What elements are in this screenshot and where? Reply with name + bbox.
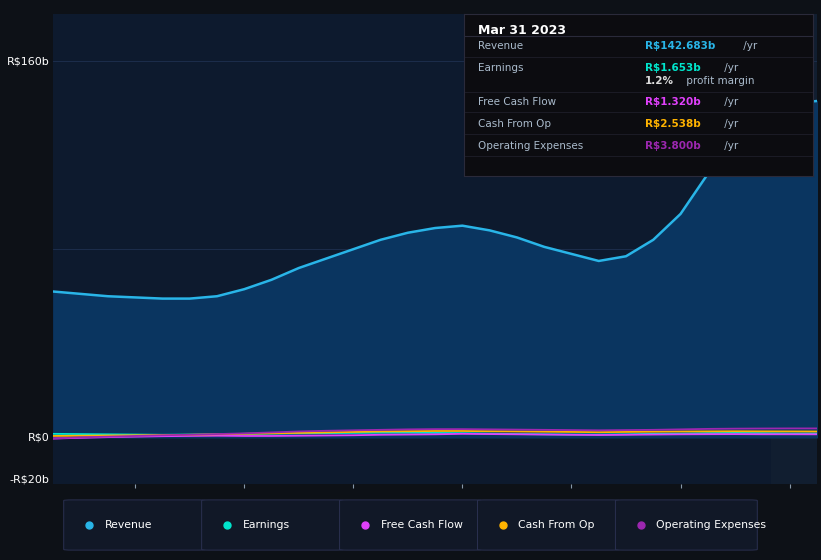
Bar [771, 14, 817, 484]
Text: /yr: /yr [740, 41, 757, 52]
Text: Cash From Op: Cash From Op [519, 520, 595, 530]
FancyBboxPatch shape [202, 500, 343, 550]
Text: Earnings: Earnings [243, 520, 290, 530]
Text: R$1.653b: R$1.653b [645, 63, 701, 73]
Text: Free Cash Flow: Free Cash Flow [478, 97, 556, 107]
FancyBboxPatch shape [478, 500, 619, 550]
Text: Free Cash Flow: Free Cash Flow [381, 520, 462, 530]
Text: Revenue: Revenue [105, 520, 152, 530]
Text: /yr: /yr [721, 97, 738, 107]
Text: R$1.320b: R$1.320b [645, 97, 701, 107]
Text: R$142.683b: R$142.683b [645, 41, 716, 52]
Text: Mar 31 2023: Mar 31 2023 [478, 24, 566, 37]
FancyBboxPatch shape [64, 500, 205, 550]
Text: Operating Expenses: Operating Expenses [478, 141, 583, 151]
Text: R$3.800b: R$3.800b [645, 141, 701, 151]
Text: Operating Expenses: Operating Expenses [657, 520, 767, 530]
Text: profit margin: profit margin [683, 76, 754, 86]
Text: /yr: /yr [721, 119, 738, 129]
FancyBboxPatch shape [616, 500, 757, 550]
Text: Earnings: Earnings [478, 63, 523, 73]
Text: Revenue: Revenue [478, 41, 523, 52]
Text: R$2.538b: R$2.538b [645, 119, 701, 129]
Text: Cash From Op: Cash From Op [478, 119, 551, 129]
Text: /yr: /yr [721, 141, 738, 151]
Text: R$0: R$0 [28, 432, 49, 442]
Text: 1.2%: 1.2% [645, 76, 674, 86]
Text: /yr: /yr [721, 63, 738, 73]
Text: -R$20b: -R$20b [9, 474, 49, 484]
Text: R$160b: R$160b [7, 56, 49, 66]
FancyBboxPatch shape [340, 500, 481, 550]
